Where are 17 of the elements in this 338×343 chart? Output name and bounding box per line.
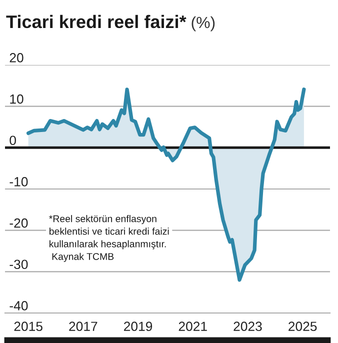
chart-title: Ticari kredi reel faizi* bbox=[6, 14, 186, 28]
y-tick-label: 0 bbox=[10, 136, 16, 146]
x-tick-label: 2019 bbox=[124, 322, 152, 332]
y-tick-label: -10 bbox=[10, 177, 28, 186]
y-tick-label: -30 bbox=[10, 260, 28, 270]
annotation: *Reel sektörün enflasyon beklentisi ve ticari kredi faizi kullanılarak hesaplanmıştır. bbox=[49, 215, 169, 250]
x-tick-label: 2015 bbox=[14, 322, 42, 332]
y-tick-label: 20 bbox=[10, 53, 24, 62]
chart-subtitle: (%) bbox=[192, 16, 215, 32]
x-tick-label: 2017 bbox=[69, 322, 98, 332]
x-tick-label: 2023 bbox=[234, 322, 262, 332]
y-tick-label: -40 bbox=[10, 301, 28, 310]
x-tick-label: 2021 bbox=[178, 322, 207, 332]
annotation: Kaynak TCMB bbox=[52, 252, 114, 262]
y-tick-label: 10 bbox=[10, 94, 24, 104]
x-tick-label: 2025 bbox=[288, 322, 317, 332]
y-tick-label: -20 bbox=[10, 218, 28, 228]
